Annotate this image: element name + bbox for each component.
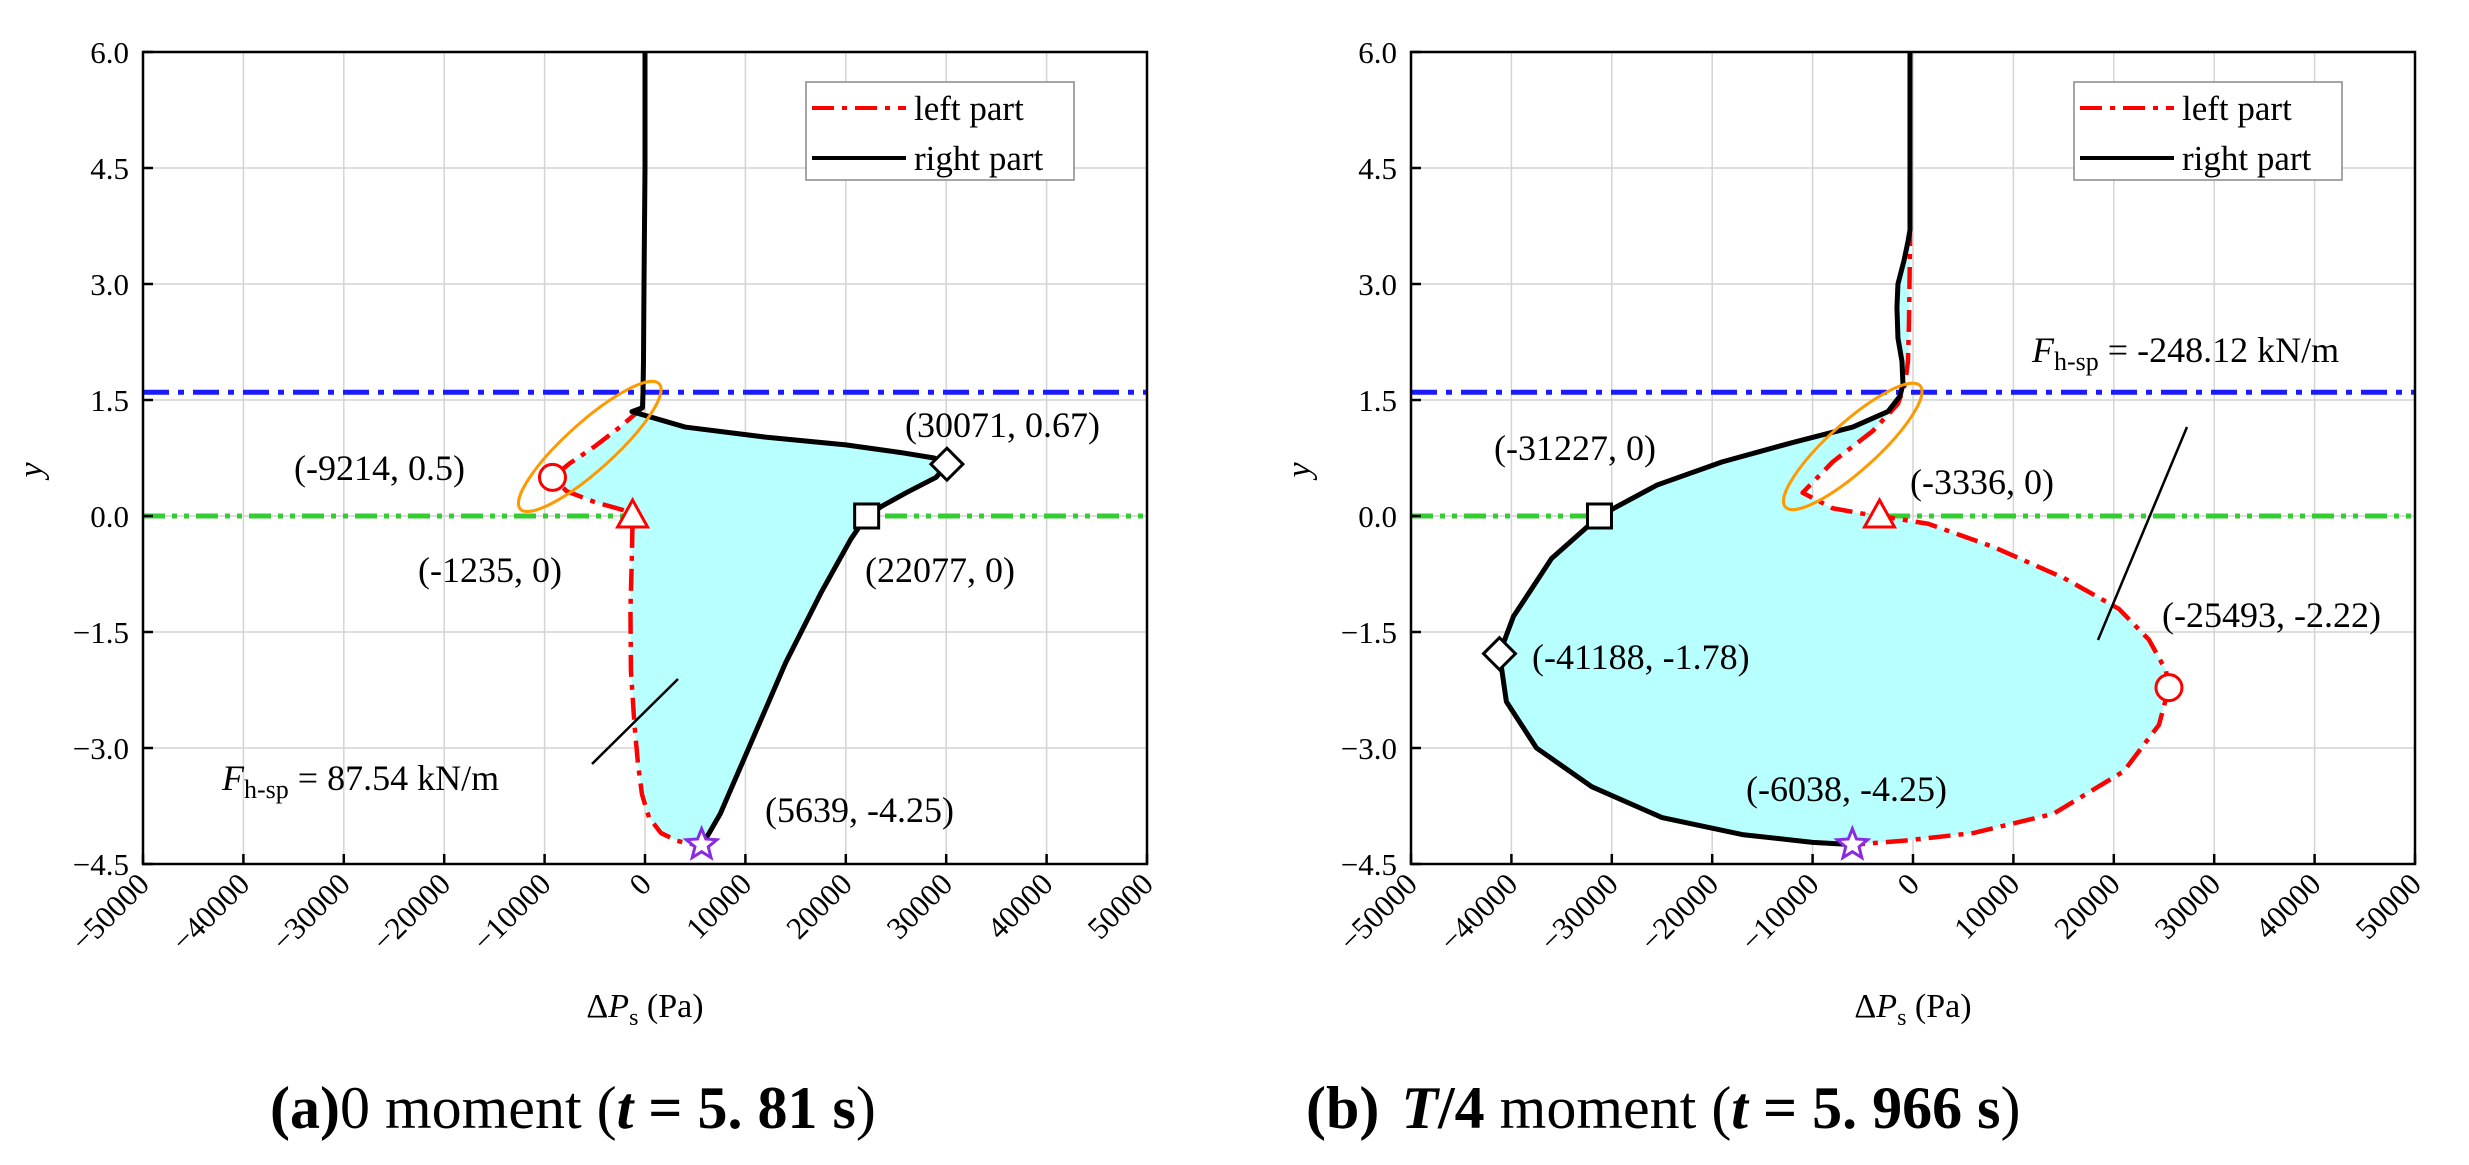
marker-circle bbox=[2154, 673, 2184, 703]
series-left-part bbox=[550, 406, 702, 847]
y-tick-label: 6.0 bbox=[90, 35, 129, 70]
annotation-a-circle: (-9214, 0.5) bbox=[294, 448, 465, 488]
y-tick-label: −1.5 bbox=[1341, 615, 1397, 650]
panel-a-y-tick-labels: −4.5 −3.0 −1.5 0.0 1.5 3.0 4.5 6.0 bbox=[73, 35, 129, 882]
annotation-b-diamond: (-41188, -1.78) bbox=[1532, 637, 1750, 677]
panel-b-y-axis-label: y bbox=[1281, 462, 1318, 481]
panel-b-x-axis-label: ΔPs (Pa) bbox=[1854, 988, 1971, 1031]
panel-a-highlight-ellipse bbox=[516, 379, 663, 513]
marker-star bbox=[1833, 824, 1872, 861]
marker-diamond bbox=[928, 446, 966, 483]
marker-square bbox=[1585, 502, 1613, 530]
y-tick-label: −1.5 bbox=[73, 615, 129, 650]
y-tick-label: 4.5 bbox=[90, 151, 129, 186]
panel-b-ticks bbox=[1409, 50, 2417, 866]
panel-b-legend-left-label: left part bbox=[2182, 89, 2292, 128]
panel-a-legend-left-label: left part bbox=[914, 89, 1024, 128]
series-right-part bbox=[1496, 52, 1913, 848]
y-tick-label: −4.5 bbox=[73, 847, 129, 882]
panel-a-y-axis-label: y bbox=[13, 462, 50, 481]
annotation-b-triangle: (-3336, 0) bbox=[1910, 462, 2054, 502]
y-tick-label: 0.0 bbox=[1358, 499, 1397, 534]
panel-a-force-label: Fh-sp = 87.54 kN/m bbox=[221, 758, 499, 804]
panel-b-markers bbox=[1481, 496, 2184, 861]
highlight-ellipse bbox=[516, 379, 663, 513]
panel-a-markers bbox=[537, 446, 966, 861]
annotation-a-diamond: (30071, 0.67) bbox=[905, 405, 1100, 445]
panel-b-y-tick-labels: −4.5 −3.0 −1.5 0.0 1.5 3.0 4.5 6.0 bbox=[1341, 35, 1397, 882]
panel-a-legend-right-label: right part bbox=[914, 139, 1044, 178]
panel-a-legend-box bbox=[805, 81, 1075, 181]
marker-square bbox=[853, 502, 881, 530]
marker-triangle bbox=[1861, 496, 1898, 529]
panel-b-legend: left part right part bbox=[2073, 81, 2343, 181]
marker-diamond bbox=[1481, 635, 1518, 672]
y-tick-label: 6.0 bbox=[1358, 35, 1397, 70]
y-tick-label: −3.0 bbox=[1341, 731, 1397, 766]
y-tick-label: 3.0 bbox=[90, 267, 129, 302]
marker-star bbox=[682, 824, 721, 861]
annotation-a-square: (22077, 0) bbox=[865, 550, 1015, 590]
panel-b-pressure-area bbox=[1499, 229, 2169, 845]
panel-b-highlight-ellipse bbox=[1782, 381, 1924, 512]
panel-b-reference-lines bbox=[1411, 389, 2415, 519]
panel-b-legend-right-label: right part bbox=[2182, 139, 2312, 178]
y-tick-label: 4.5 bbox=[1358, 151, 1397, 186]
annotation-b-star: (-6038, -4.25) bbox=[1746, 769, 1947, 809]
panel-b-force-pointer bbox=[2096, 426, 2189, 641]
y-tick-label: 3.0 bbox=[1358, 267, 1397, 302]
panel-a-legend: left part right part bbox=[805, 81, 1075, 181]
panel-a-force-pointer bbox=[591, 678, 679, 765]
y-tick-label: −3.0 bbox=[73, 731, 129, 766]
annotation-b-circle: (-25493, -2.22) bbox=[2162, 595, 2381, 635]
annotation-a-star: (5639, -4.25) bbox=[765, 790, 954, 830]
highlight-ellipse bbox=[1782, 381, 1924, 512]
annotation-b-square: (-31227, 0) bbox=[1494, 428, 1656, 468]
marker-triangle bbox=[615, 496, 651, 529]
y-tick-label: 1.5 bbox=[90, 383, 129, 418]
y-tick-label: 1.5 bbox=[1358, 383, 1397, 418]
panel-a-pressure-area bbox=[552, 407, 947, 845]
annotation-a-triangle: (-1235, 0) bbox=[418, 550, 562, 590]
marker-circle bbox=[537, 462, 567, 492]
panel-b-legend-box bbox=[2073, 81, 2343, 181]
y-tick-label: −4.5 bbox=[1341, 847, 1397, 882]
panel-a-x-axis-label: ΔPs (Pa) bbox=[586, 988, 703, 1031]
caption-a: (a)0 moment (t = 5. 81 s) bbox=[270, 1075, 876, 1141]
y-tick-label: 0.0 bbox=[90, 499, 129, 534]
panel-a-ticks bbox=[141, 50, 1149, 866]
caption-b: (b) T/4 moment (t = 5. 966 s) bbox=[1306, 1075, 2021, 1141]
panel-b-force-label: Fh-sp = -248.12 kN/m bbox=[2031, 330, 2339, 376]
panel-a: −4.5−3.0−1.50.01.53.04.56.0 −50000 −40000… bbox=[13, 35, 1160, 1031]
